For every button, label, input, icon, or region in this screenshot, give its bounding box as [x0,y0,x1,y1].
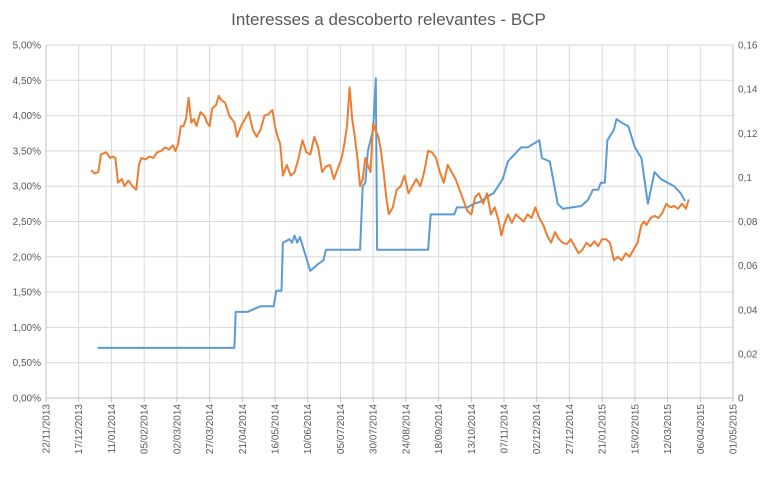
gridlines [46,44,733,398]
x-tick-label: 18/09/2014 [434,404,445,454]
x-tick-label: 05/07/2014 [336,404,347,454]
x-tick-label: 13/10/2014 [467,404,478,454]
y-left-tick-label: 3,50% [13,146,41,157]
x-tick-label: 11/01/2014 [107,404,118,454]
y-left-tick-label: 3,00% [13,182,41,193]
x-tick-label: 17/12/2013 [74,404,85,454]
y-left-tick-label: 2,50% [13,217,41,228]
y-right-tick-label: 0,14 [738,85,758,96]
x-tick-label: 21/04/2014 [238,404,249,454]
x-tick-label: 06/04/2015 [696,404,707,454]
y-left-tick-label: 5,00% [13,41,41,52]
chart-title: Interesses a descoberto relevantes - BCP [231,10,546,29]
x-tick-label: 07/11/2014 [500,404,511,454]
x-tick-label: 05/02/2014 [140,404,151,454]
x-tick-label: 01/05/2015 [729,404,740,454]
y-right-tick-label: 0 [738,394,744,405]
y-left-tick-label: 1,00% [13,323,41,334]
y-right-tick-label: 0,06 [738,261,758,272]
series-lines [90,77,690,349]
x-tick-label: 12/03/2015 [663,404,674,454]
axes [45,45,734,402]
x-tick-label: 22/11/2013 [42,404,53,454]
x-tick-label: 10/06/2014 [303,404,314,454]
x-tick-label: 27/12/2014 [565,404,576,454]
y-right-tick-label: 0,12 [738,129,758,140]
x-tick-label: 02/12/2014 [532,404,543,454]
x-tick-label: 24/08/2014 [401,404,412,454]
x-tick-label: 30/07/2014 [369,404,380,454]
y-right-tick-label: 0,04 [738,305,758,316]
y-left-tick-label: 4,50% [13,76,41,87]
y-left-tick-label: 4,00% [13,111,41,122]
y-right-tick-label: 0,16 [738,41,758,52]
y-left-tick-label: 0,50% [13,358,41,369]
series-line-2 [90,86,690,262]
y-right-tick-label: 0,08 [738,217,758,228]
tick-labels: 0,00% 0,50% 1,00% 1,50% 2,00% 2,50% 3,00% 3,50%… [13,41,758,455]
y-left-tick-label: 0,00% [13,394,41,405]
series-line-1 [97,77,686,349]
x-tick-label: 02/03/2014 [172,404,183,454]
y-right-tick-label: 0,1 [738,173,752,184]
x-tick-label: 27/03/2014 [205,404,216,454]
y-right-tick-label: 0,02 [738,349,758,360]
x-tick-label: 21/01/2015 [598,404,609,454]
y-left-tick-label: 1,50% [13,288,41,299]
x-tick-label: 15/02/2015 [630,404,641,454]
x-tick-label: 16/05/2014 [271,404,282,454]
y-left-tick-label: 2,00% [13,252,41,263]
